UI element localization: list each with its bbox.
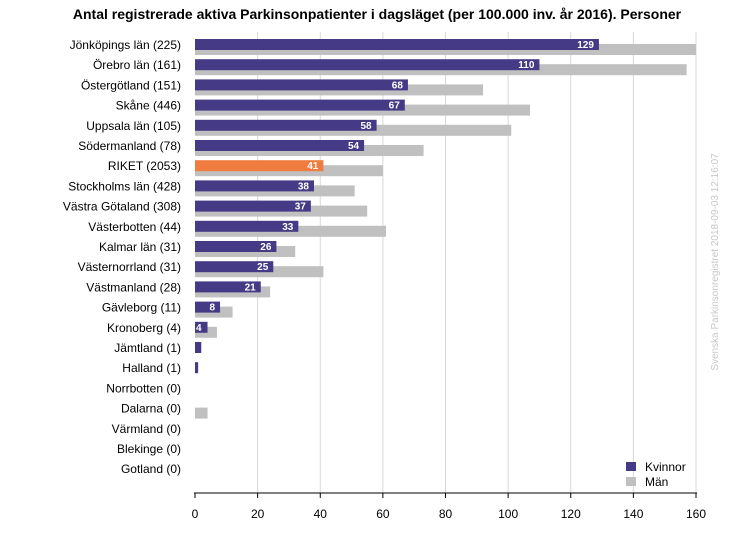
bar-woman xyxy=(195,160,323,171)
x-tick-label: 60 xyxy=(376,507,390,521)
watermark: Svenska Parkinsonregistret 2018-09-03 12… xyxy=(710,153,721,371)
bar-woman xyxy=(195,342,201,353)
bar-woman xyxy=(195,39,599,50)
data-label: 58 xyxy=(360,121,372,132)
category-label: Västmanland (28) xyxy=(86,280,181,294)
category-label: Stockholms län (428) xyxy=(68,179,181,193)
x-tick-label: 120 xyxy=(561,507,581,521)
data-label: 110 xyxy=(518,60,535,71)
data-label: 21 xyxy=(245,282,257,293)
category-label: Västra Götaland (308) xyxy=(63,200,181,214)
category-label: Halland (1) xyxy=(122,361,181,375)
x-axis: 0 20 40 60 80 100 120 140 160 xyxy=(192,493,707,521)
data-label: 68 xyxy=(392,80,404,91)
category-label: Uppsala län (105) xyxy=(86,119,181,133)
category-label: Gävleborg (11) xyxy=(102,301,181,315)
x-tick-label: 140 xyxy=(623,507,643,521)
data-label: 4 xyxy=(196,323,202,334)
data-label: 37 xyxy=(295,202,307,213)
data-label: 54 xyxy=(348,141,360,152)
x-tick-label: 0 xyxy=(192,507,199,521)
data-label: 33 xyxy=(282,222,294,233)
x-tick-label: 160 xyxy=(686,507,706,521)
category-label: Värmland (0) xyxy=(112,422,181,436)
category-label: Södermanland (78) xyxy=(78,139,181,153)
category-label: Örebro län (161) xyxy=(93,58,181,72)
bar-man xyxy=(195,408,208,419)
bar-woman xyxy=(195,120,377,131)
category-label: Gotland (0) xyxy=(121,462,181,476)
data-label: 129 xyxy=(577,40,594,51)
category-labels: Jönköpings län (225) Örebro län (161) Öste… xyxy=(63,38,181,476)
bar-woman xyxy=(195,180,314,191)
category-label: Östergötland (151) xyxy=(81,78,181,92)
legend-label[interactable]: Kvinnor xyxy=(645,460,686,474)
category-label: Blekinge (0) xyxy=(117,442,181,456)
parkinson-chart: Antal registrerade aktiva Parkinsonpatie… xyxy=(0,0,754,533)
category-label: Skåne (446) xyxy=(116,99,181,113)
x-tick-label: 80 xyxy=(439,507,453,521)
category-label: Jämtland (1) xyxy=(114,341,181,355)
bar-woman xyxy=(195,79,408,90)
chart-title: Antal registrerade aktiva Parkinsonpatie… xyxy=(73,6,682,22)
bar-woman xyxy=(195,362,198,373)
category-label: Västerbotten (44) xyxy=(88,220,181,234)
bar-woman xyxy=(195,140,364,151)
bar-woman xyxy=(195,59,539,70)
chart-root: Antal registrerade aktiva Parkinsonpatie… xyxy=(0,0,754,533)
bar-woman xyxy=(195,302,220,313)
bar-woman xyxy=(195,201,311,212)
data-label: 26 xyxy=(260,242,272,253)
legend-label[interactable]: Män xyxy=(645,475,668,489)
data-label: 38 xyxy=(298,181,310,192)
x-tick-label: 20 xyxy=(251,507,265,521)
data-label: 67 xyxy=(389,101,401,112)
data-label: 41 xyxy=(307,161,319,172)
bar-woman xyxy=(195,100,405,111)
data-label: 8 xyxy=(209,303,215,314)
x-tick-label: 40 xyxy=(314,507,328,521)
data-label: 25 xyxy=(257,262,269,273)
category-label: Norrbotten (0) xyxy=(106,381,181,395)
category-label: Kronoberg (4) xyxy=(107,321,181,335)
x-tick-label: 100 xyxy=(498,507,518,521)
legend-swatch[interactable] xyxy=(626,462,636,471)
legend-swatch[interactable] xyxy=(626,477,636,486)
category-label: RIKET (2053) xyxy=(108,159,181,173)
category-label: Jönköpings län (225) xyxy=(70,38,181,52)
category-label: Dalarna (0) xyxy=(121,402,181,416)
category-label: Kalmar län (31) xyxy=(99,240,181,254)
category-label: Västernorrland (31) xyxy=(78,260,181,274)
